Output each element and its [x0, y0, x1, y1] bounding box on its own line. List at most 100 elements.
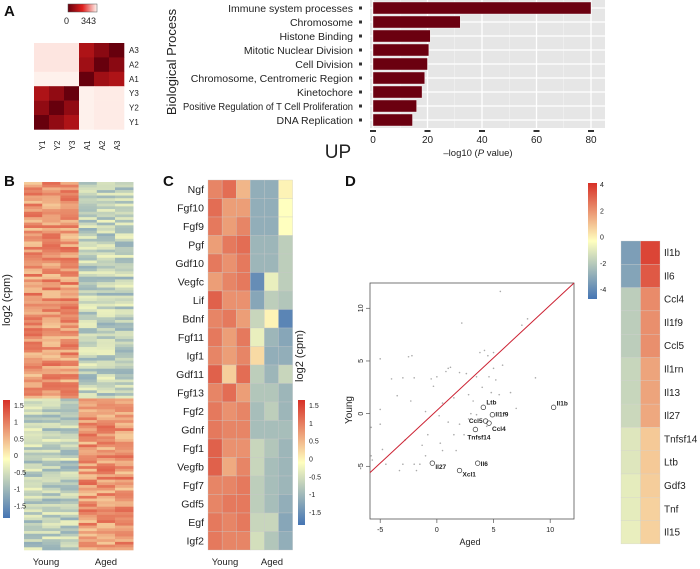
heatmap-cell: [24, 547, 43, 551]
heatmap-cell: [207, 494, 223, 514]
heatmap-cell: [42, 420, 61, 424]
heatmap-cell: [640, 287, 661, 312]
heatmap-cell: [115, 376, 134, 380]
heatmap-cell: [78, 357, 98, 361]
heatmap-cell: [115, 222, 134, 226]
heatmap-cell: [24, 504, 43, 508]
heatmap-cell: [96, 195, 116, 199]
heatmap-cell: [78, 417, 98, 421]
heatmap-cell: [78, 479, 98, 483]
colorbar-tick-label: 1.5: [14, 403, 24, 410]
heatmap-cell: [96, 439, 116, 443]
heatmap-cell: [24, 268, 43, 272]
heatmap-cell: [42, 531, 61, 535]
heatmap-cell: [24, 430, 43, 434]
data-point: [381, 448, 384, 451]
heatmap-cell: [94, 86, 110, 101]
heatmap-cell: [42, 282, 61, 286]
heatmap-cell: [250, 494, 265, 514]
heatmap-cell: [78, 260, 98, 264]
gene-label: Tnfsf14: [664, 434, 698, 445]
x-tick-label: 0: [370, 135, 376, 146]
heatmap-cell: [96, 184, 116, 188]
heatmap-cell: [42, 387, 61, 391]
correlation-heatmap: 0 343 A3 A2 A1 Y3 Y2 Y1 Y1 Y2 Y3 A1 A2 A3: [34, 3, 139, 150]
heatmap-cell: [60, 395, 79, 399]
heatmap-cell: [24, 228, 43, 232]
heatmap-cell: [60, 338, 79, 342]
heatmap-cell: [24, 368, 43, 372]
heatmap-cell: [640, 264, 661, 288]
heatmap-cell: [115, 249, 134, 253]
heatmap-cell: [78, 279, 98, 283]
heatmap-cell: [60, 479, 79, 483]
heatmap-b: 1.5 1 0.5 0 -0.5 -1 -1.5 log2 (cpm) Young Aged: [1, 182, 134, 568]
heatmap-cell: [60, 460, 79, 464]
category-label: Mitotic Nuclear Division: [244, 45, 353, 57]
heatmap-cell: [115, 485, 134, 489]
heatmap-cell: [60, 282, 79, 286]
heatmap-cell: [78, 347, 98, 351]
heatmap-cell: [96, 422, 116, 426]
tick-mark: [359, 6, 362, 10]
heatmap-cell: [34, 115, 50, 130]
heatmap-cell: [278, 235, 293, 255]
heatmap-cell: [96, 471, 116, 475]
heatmap-cell: [278, 253, 293, 273]
heatmap-cell: [96, 482, 116, 486]
point-label: Ccl5: [469, 418, 483, 425]
heatmap-cell: [236, 494, 251, 514]
y-tick-label: 5: [358, 359, 365, 363]
heatmap-cell: [115, 455, 134, 459]
heatmap-cell: [60, 406, 79, 410]
heatmap-cell: [96, 282, 116, 286]
heatmap-cell: [60, 547, 79, 551]
heatmap-cell: [78, 311, 98, 315]
heatmap-cell: [60, 217, 79, 221]
heatmap-cell: [42, 357, 61, 361]
heatmap-cell: [264, 531, 279, 551]
heatmap-cell: [78, 284, 98, 288]
colorbar-tick-label: -4: [600, 287, 606, 294]
heatmap-cell: [78, 298, 98, 302]
heatmap-cell: [78, 236, 98, 240]
heatmap-cell: [250, 253, 265, 273]
heatmap-cell: [42, 403, 61, 407]
heatmap-cell: [115, 317, 134, 321]
heatmap-cell: [24, 217, 43, 221]
heatmap-cell: [24, 458, 43, 462]
gene-label: Il27: [664, 411, 681, 422]
heatmap-cell: [42, 506, 61, 510]
heatmap-cell: [96, 349, 116, 353]
heatmap-cell: [42, 190, 61, 194]
data-point: [449, 366, 452, 369]
heatmap-cell: [620, 334, 641, 358]
gene-label: Ccl5: [664, 341, 684, 352]
heatmap-cell: [60, 455, 79, 459]
heatmap-cell: [42, 384, 61, 388]
heatmap-cell: [78, 430, 98, 434]
heatmap-cell: [221, 438, 237, 458]
heatmap-cell: [96, 333, 116, 337]
heatmap-cell: [42, 390, 61, 394]
heatmap-cell: [96, 436, 116, 440]
heatmap-cell: [60, 357, 79, 361]
gene-label: Il15: [664, 528, 681, 539]
heatmap-cell: [115, 531, 134, 535]
heatmap-cell: [115, 495, 134, 499]
heatmap-cell: [78, 303, 98, 307]
heatmap-cell: [42, 425, 61, 429]
heatmap-cell: [115, 525, 134, 529]
heatmap-cell: [96, 460, 116, 464]
heatmap-cell: [115, 309, 134, 313]
heatmap-cell: [115, 468, 134, 472]
heatmap-cell: [42, 533, 61, 537]
heatmap-cell: [42, 338, 61, 342]
heatmap-cell: [78, 287, 98, 291]
heatmap-cell: [42, 187, 61, 191]
heatmap-cell: [60, 401, 79, 405]
heatmap-cell: [115, 417, 134, 421]
heatmap-cell: [115, 282, 134, 286]
heatmap-cell: [221, 494, 237, 514]
heatmap-cell: [42, 479, 61, 483]
